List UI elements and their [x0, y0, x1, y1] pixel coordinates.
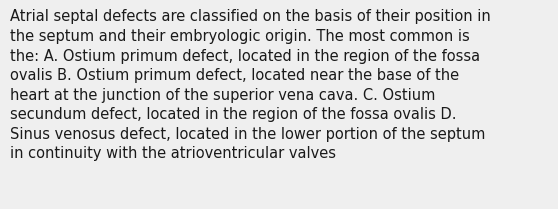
- Text: Atrial septal defects are classified on the basis of their position in
the septu: Atrial septal defects are classified on …: [10, 9, 491, 161]
